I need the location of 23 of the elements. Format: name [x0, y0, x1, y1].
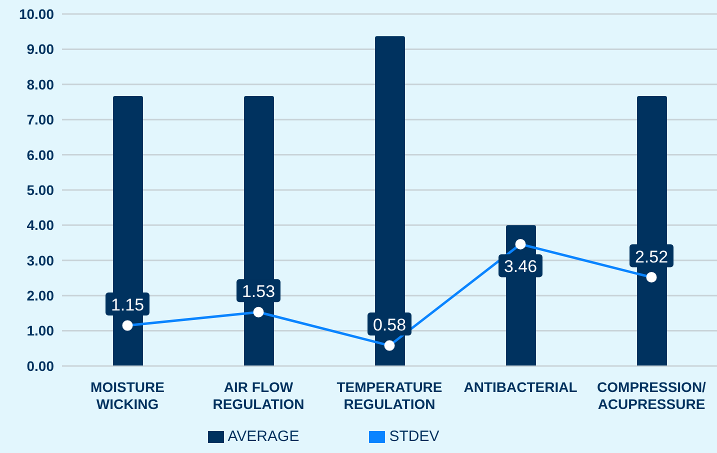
- data-label: 1.15: [110, 295, 144, 314]
- legend-label: STDEV: [389, 428, 440, 445]
- y-tick-label: 0.00: [26, 358, 54, 374]
- y-tick-label: 4.00: [26, 217, 54, 234]
- x-tick-label: COMPRESSION/ACUPRESSURE: [597, 378, 706, 412]
- y-tick-label: 7.00: [26, 112, 54, 128]
- y-tick-label: 2.00: [26, 288, 54, 304]
- y-tick-label: 9.00: [26, 41, 54, 58]
- y-tick-label: 3.00: [26, 252, 54, 268]
- y-tick-label: 5.00: [26, 182, 54, 198]
- data-label: 0.58: [372, 316, 406, 335]
- data-label: 2.52: [634, 247, 668, 266]
- y-tick-label: 8.00: [26, 76, 54, 92]
- data-label: 3.46: [504, 257, 538, 276]
- data-label: 1.53: [242, 282, 276, 302]
- legend-label: AVERAGE: [228, 428, 300, 445]
- x-tick-label: AIR FLOW REGULATION: [212, 378, 304, 412]
- y-tick-label: 10.00: [18, 6, 54, 22]
- x-tick-label: ANTIBACTERIAL: [464, 378, 578, 395]
- y-tick-label: 6.00: [26, 146, 54, 163]
- x-tick-label: MOISTURE WICKING: [90, 378, 164, 412]
- x-tick-label: TEMPERATURE REGULATION: [336, 378, 442, 412]
- y-tick-label: 1.00: [26, 322, 54, 339]
